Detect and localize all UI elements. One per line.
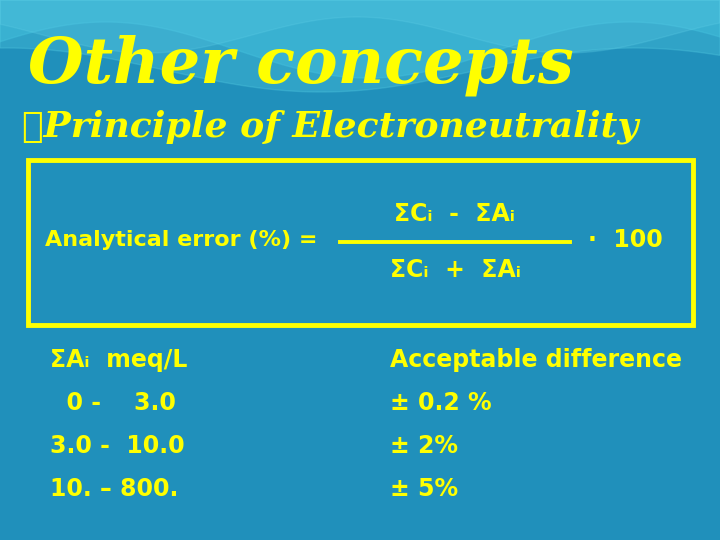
- Text: ± 2%: ± 2%: [390, 434, 458, 458]
- Text: Analytical error (%) =: Analytical error (%) =: [45, 230, 325, 250]
- Text: ➤Principle of Electroneutrality: ➤Principle of Electroneutrality: [22, 110, 639, 145]
- Text: Other concepts: Other concepts: [28, 35, 574, 97]
- Text: ΣAᵢ  meq/L: ΣAᵢ meq/L: [50, 348, 187, 372]
- Text: ΣCᵢ  +  ΣAᵢ: ΣCᵢ + ΣAᵢ: [390, 258, 521, 282]
- FancyBboxPatch shape: [28, 160, 693, 325]
- Text: Acceptable difference: Acceptable difference: [390, 348, 682, 372]
- Text: 10. – 800.: 10. – 800.: [50, 477, 179, 501]
- Text: ΣCᵢ  -  ΣAᵢ: ΣCᵢ - ΣAᵢ: [395, 202, 516, 226]
- Text: 0 -    3.0: 0 - 3.0: [50, 391, 176, 415]
- Text: ·  100: · 100: [588, 228, 662, 252]
- Text: 3.0 -  10.0: 3.0 - 10.0: [50, 434, 184, 458]
- Text: ± 0.2 %: ± 0.2 %: [390, 391, 492, 415]
- Text: ± 5%: ± 5%: [390, 477, 458, 501]
